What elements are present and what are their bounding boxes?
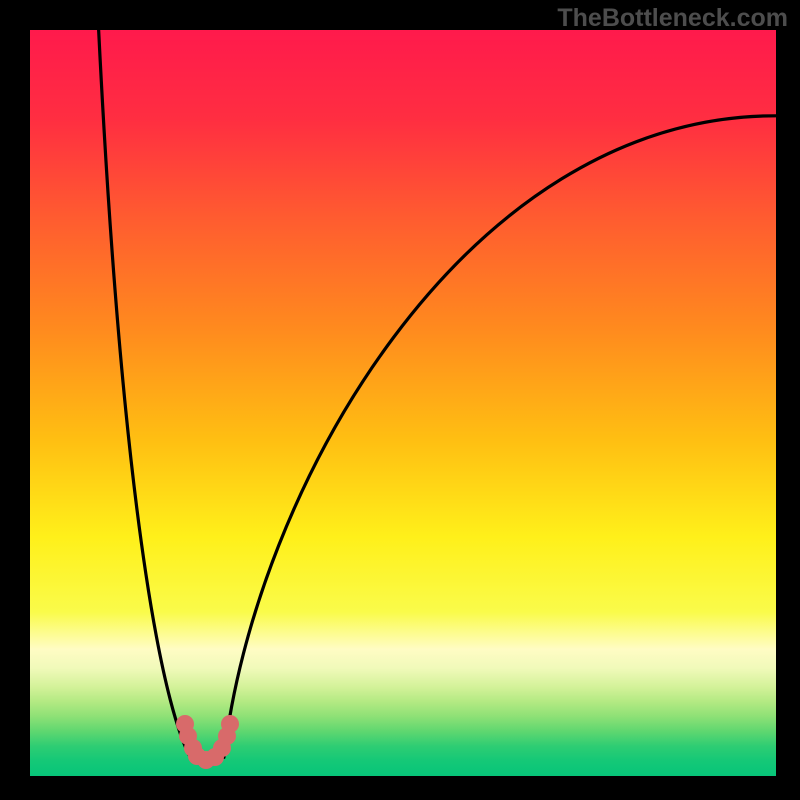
watermark-text: TheBottleneck.com: [557, 4, 788, 33]
bottleneck-curve: [30, 30, 776, 776]
chart-frame: TheBottleneck.com: [0, 0, 800, 800]
curve-segment: [224, 116, 776, 758]
data-marker: [221, 715, 239, 733]
curve-segment: [99, 30, 191, 757]
plot-area: [30, 30, 776, 776]
